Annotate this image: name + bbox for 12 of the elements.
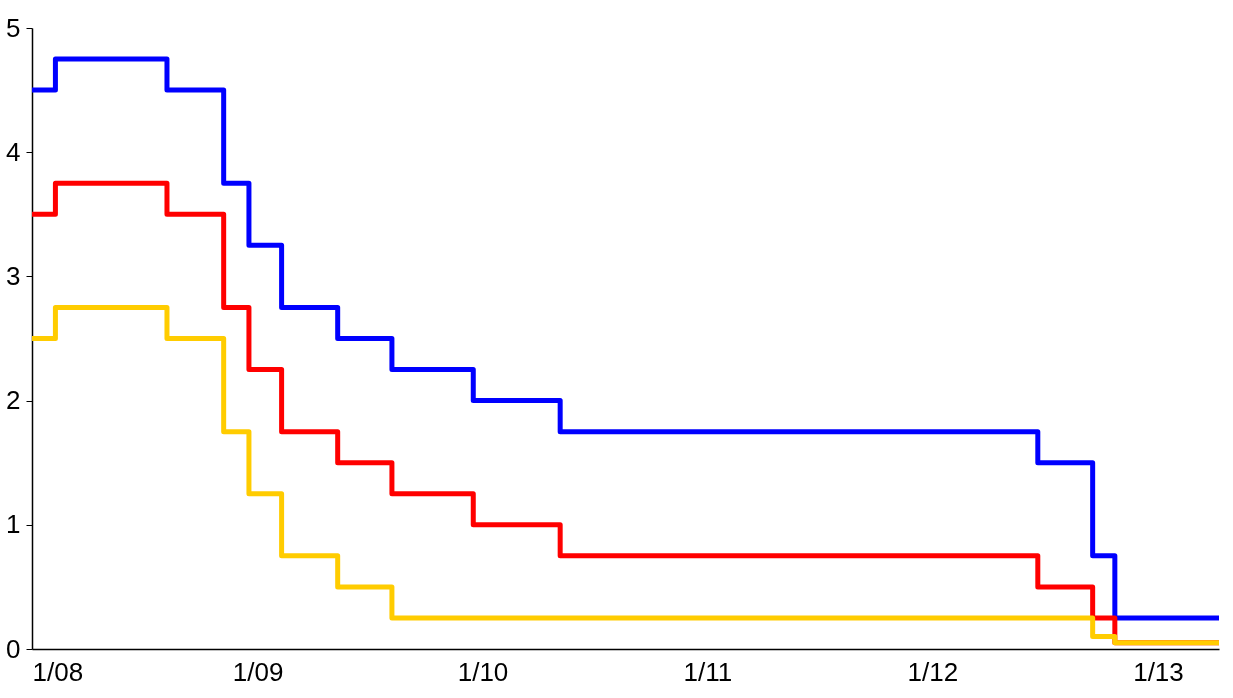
y-tick-label: 1	[6, 509, 21, 540]
x-tick-label: 1/08	[32, 656, 84, 687]
x-tick-label: 1/11	[683, 656, 733, 687]
y-tick-label: 4	[6, 136, 21, 167]
x-tick-label: 1/09	[232, 656, 284, 687]
y-tick-label: 2	[6, 385, 21, 416]
x-tick-label: 1/13	[1133, 656, 1184, 687]
y-tick-label: 0	[6, 633, 21, 664]
x-tick-label: 1/10	[457, 656, 509, 687]
y-tick-label: 5	[6, 12, 21, 43]
x-tick-label: 1/12	[907, 656, 959, 687]
y-tick-label: 3	[6, 260, 21, 291]
